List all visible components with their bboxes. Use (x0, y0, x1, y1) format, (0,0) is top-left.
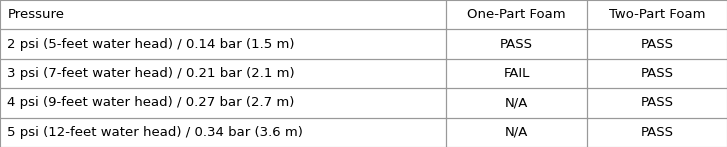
Text: PASS: PASS (640, 67, 673, 80)
Text: N/A: N/A (505, 96, 529, 109)
Text: PASS: PASS (640, 96, 673, 109)
Bar (0, 118, 446, 147)
Bar (446, 88, 587, 118)
Bar (587, 0, 727, 29)
Bar (446, 0, 587, 29)
Bar (0, 59, 446, 88)
Text: FAIL: FAIL (503, 67, 530, 80)
Bar (587, 59, 727, 88)
Text: N/A: N/A (505, 126, 529, 139)
Text: Two-Part Foam: Two-Part Foam (608, 8, 705, 21)
Text: 5 psi (12-feet water head) / 0.34 bar (3.6 m): 5 psi (12-feet water head) / 0.34 bar (3… (7, 126, 303, 139)
Text: Pressure: Pressure (7, 8, 64, 21)
Text: 3 psi (7-feet water head) / 0.21 bar (2.1 m): 3 psi (7-feet water head) / 0.21 bar (2.… (7, 67, 295, 80)
Text: One-Part Foam: One-Part Foam (467, 8, 566, 21)
Bar (446, 118, 587, 147)
Text: PASS: PASS (640, 126, 673, 139)
Text: PASS: PASS (500, 38, 533, 51)
Text: 2 psi (5-feet water head) / 0.14 bar (1.5 m): 2 psi (5-feet water head) / 0.14 bar (1.… (7, 38, 294, 51)
Bar (0, 0, 446, 29)
Bar (0, 29, 446, 59)
Text: 4 psi (9-feet water head) / 0.27 bar (2.7 m): 4 psi (9-feet water head) / 0.27 bar (2.… (7, 96, 294, 109)
Text: PASS: PASS (640, 38, 673, 51)
Bar (446, 59, 587, 88)
Bar (587, 29, 727, 59)
Bar (0, 88, 446, 118)
Bar (587, 118, 727, 147)
Bar (587, 88, 727, 118)
Bar (446, 29, 587, 59)
